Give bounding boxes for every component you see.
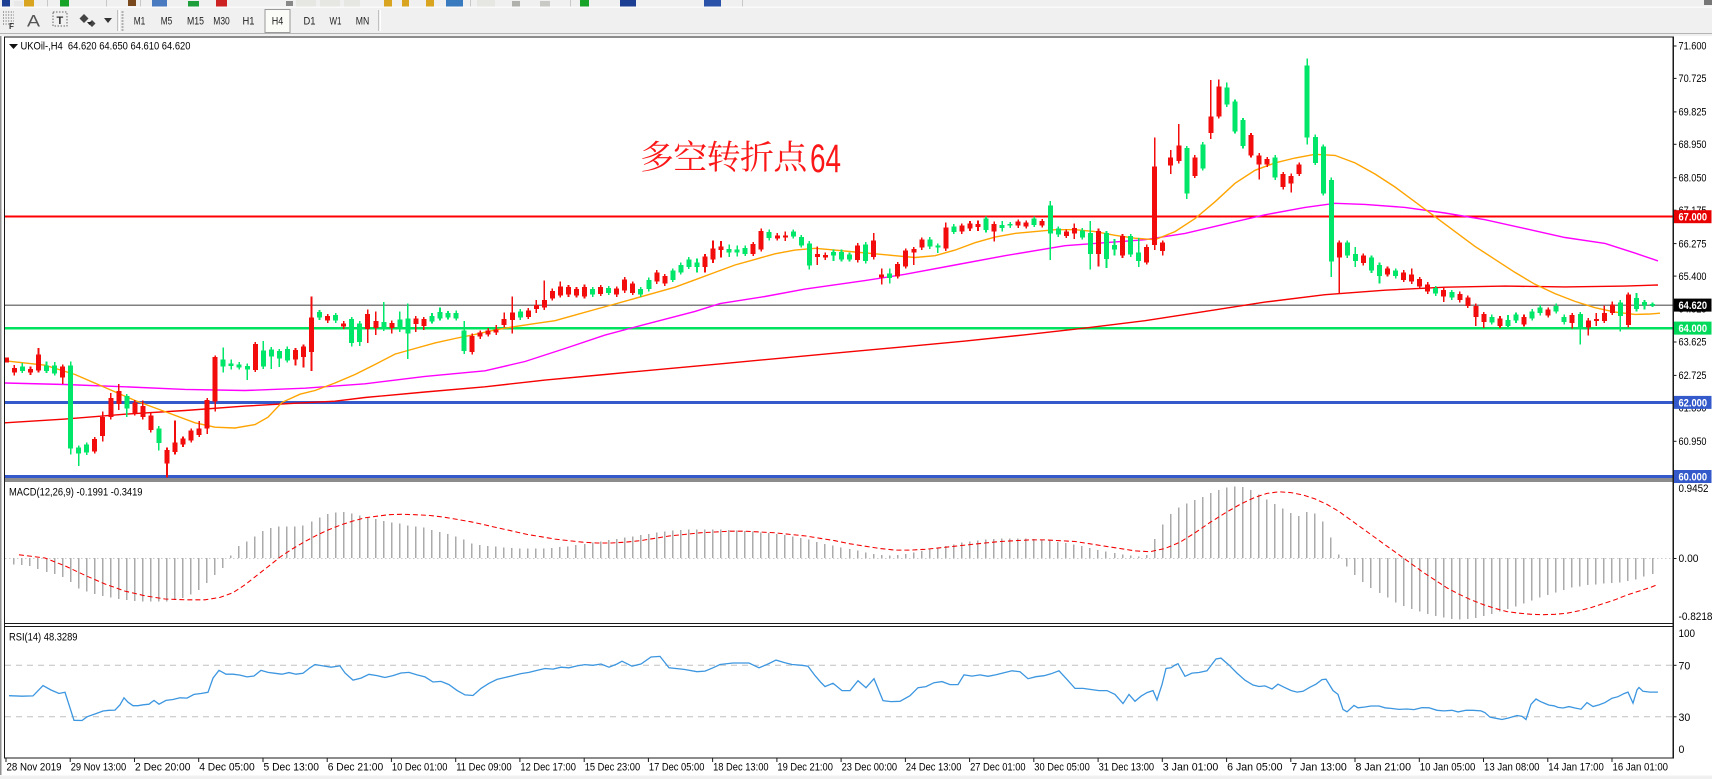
svg-text:14 Jan 17:00: 14 Jan 17:00 [1548, 762, 1604, 774]
svg-text:M5: M5 [161, 16, 173, 28]
svg-text:64.620: 64.620 [1679, 300, 1708, 312]
svg-text:T: T [57, 15, 64, 27]
svg-text:13 Jan 08:00: 13 Jan 08:00 [1484, 762, 1540, 774]
svg-text:H1: H1 [243, 16, 255, 28]
svg-text:M30: M30 [213, 16, 230, 28]
svg-text:17 Dec 05:00: 17 Dec 05:00 [649, 762, 705, 774]
svg-text:30 Dec 05:00: 30 Dec 05:00 [1034, 762, 1090, 774]
svg-text:16 Jan 01:00: 16 Jan 01:00 [1613, 762, 1669, 774]
svg-text:27 Dec 01:00: 27 Dec 01:00 [970, 762, 1026, 774]
svg-text:D1: D1 [304, 16, 316, 28]
svg-text:0.00: 0.00 [1679, 553, 1699, 565]
svg-text:F: F [9, 22, 14, 31]
svg-text:6 Jan 05:00: 6 Jan 05:00 [1227, 762, 1283, 774]
svg-text:RSI(14) 48.3289: RSI(14) 48.3289 [9, 632, 78, 644]
svg-text:18 Dec 13:00: 18 Dec 13:00 [713, 762, 769, 774]
svg-text:10 Jan 05:00: 10 Jan 05:00 [1420, 762, 1476, 774]
svg-text:UKOil-,H4 64.620 64.650 64.61: UKOil-,H4 64.620 64.650 64.610 64.620 [21, 41, 191, 53]
svg-text:68.050: 68.050 [1679, 172, 1707, 184]
svg-text:24 Dec 13:00: 24 Dec 13:00 [906, 762, 962, 774]
svg-text:60.000: 60.000 [1679, 472, 1708, 484]
svg-text:W1: W1 [330, 16, 342, 28]
svg-text:0: 0 [1679, 744, 1685, 756]
svg-text:60.950: 60.950 [1679, 436, 1707, 448]
svg-text:62.000: 62.000 [1679, 397, 1708, 409]
svg-text:15 Dec 23:00: 15 Dec 23:00 [585, 762, 641, 774]
svg-text:11 Dec 09:00: 11 Dec 09:00 [456, 762, 512, 774]
svg-text:23 Dec 00:00: 23 Dec 00:00 [842, 762, 898, 774]
svg-text:100: 100 [1679, 628, 1696, 640]
svg-text:7 Jan 13:00: 7 Jan 13:00 [1291, 762, 1347, 774]
svg-text:12 Dec 17:00: 12 Dec 17:00 [520, 762, 576, 774]
svg-text:64: 64 [810, 137, 841, 181]
svg-text:68.950: 68.950 [1679, 139, 1707, 151]
svg-text:63.625: 63.625 [1679, 337, 1707, 349]
svg-text:M15: M15 [187, 16, 204, 28]
svg-text:A: A [27, 13, 40, 31]
svg-text:3 Jan 01:00: 3 Jan 01:00 [1163, 762, 1219, 774]
svg-text:MACD(12,26,9) -0.1991 -0.3419: MACD(12,26,9) -0.1991 -0.3419 [9, 487, 143, 499]
svg-text:0.9452: 0.9452 [1679, 483, 1709, 495]
svg-text:70.725: 70.725 [1679, 73, 1707, 85]
svg-text:28 Nov 2019: 28 Nov 2019 [7, 762, 62, 774]
svg-text:4 Dec 05:00: 4 Dec 05:00 [199, 762, 255, 774]
svg-text:66.275: 66.275 [1679, 238, 1707, 250]
svg-text:2 Dec 20:00: 2 Dec 20:00 [135, 762, 191, 774]
svg-text:65.400: 65.400 [1679, 271, 1707, 283]
svg-text:69.825: 69.825 [1679, 107, 1707, 119]
svg-text:29 Nov 13:00: 29 Nov 13:00 [71, 762, 127, 774]
svg-text:31 Dec 13:00: 31 Dec 13:00 [1099, 762, 1155, 774]
svg-text:M1: M1 [134, 16, 146, 28]
svg-text:30: 30 [1679, 712, 1691, 724]
svg-text:8 Jan 21:00: 8 Jan 21:00 [1356, 762, 1412, 774]
svg-text:19 Dec 21:00: 19 Dec 21:00 [777, 762, 833, 774]
svg-text:10 Dec 01:00: 10 Dec 01:00 [392, 762, 448, 774]
svg-text:70: 70 [1679, 660, 1691, 672]
svg-text:-0.8218: -0.8218 [1679, 611, 1712, 623]
svg-text:67.000: 67.000 [1679, 212, 1708, 224]
svg-text:6 Dec 21:00: 6 Dec 21:00 [328, 762, 384, 774]
svg-text:H4: H4 [272, 16, 284, 28]
svg-text:62.725: 62.725 [1679, 370, 1707, 382]
svg-text:71.600: 71.600 [1679, 41, 1707, 53]
svg-text:MN: MN [356, 16, 370, 28]
svg-text:64.000: 64.000 [1679, 323, 1708, 335]
svg-text:5 Dec 13:00: 5 Dec 13:00 [264, 762, 320, 774]
